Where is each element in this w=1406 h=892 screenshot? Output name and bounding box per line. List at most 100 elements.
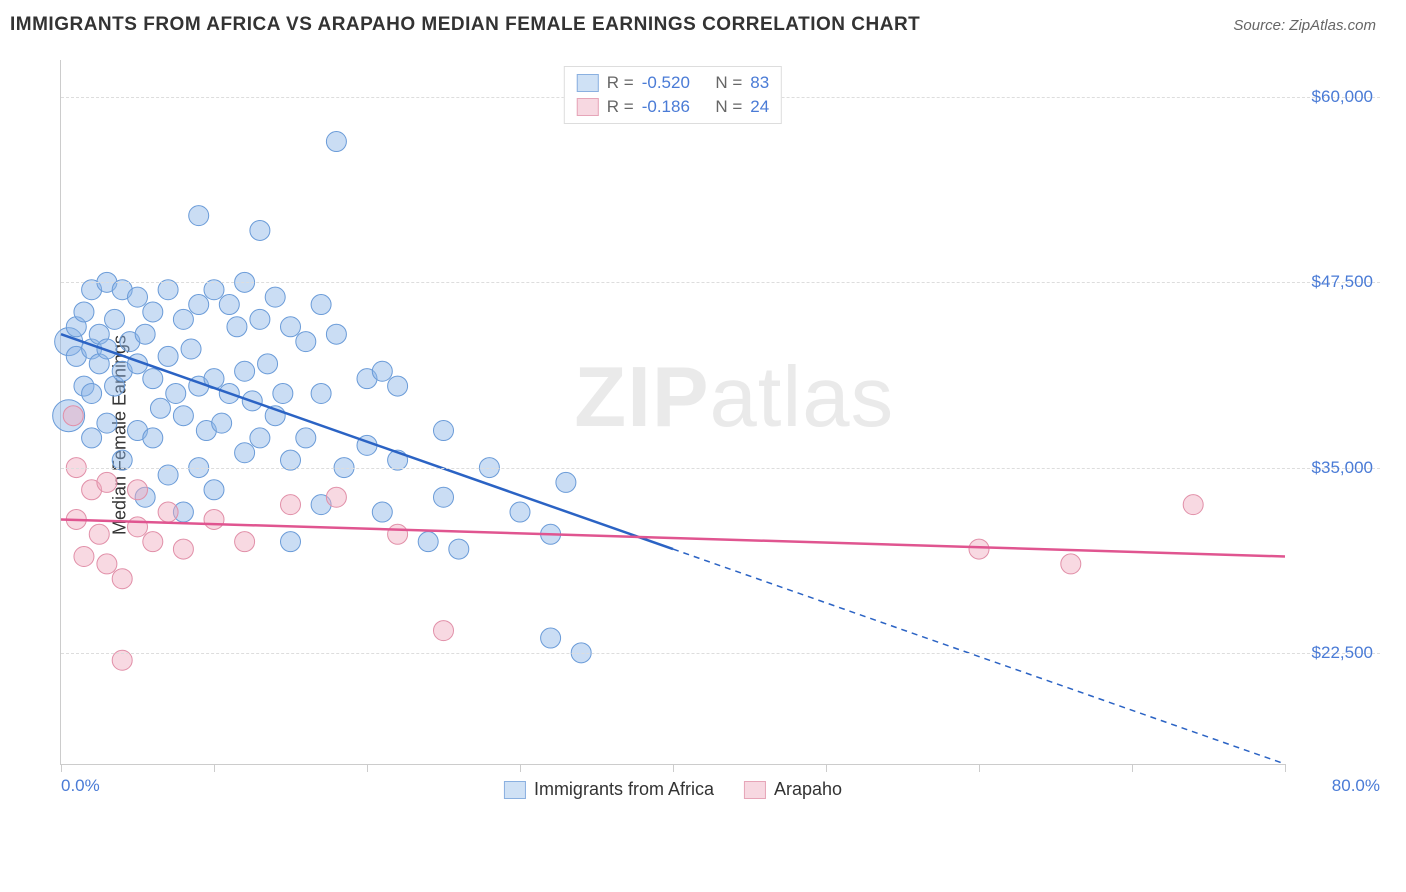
data-point	[166, 383, 186, 403]
data-point	[74, 302, 94, 322]
data-point	[250, 428, 270, 448]
data-point	[388, 376, 408, 396]
data-point	[181, 339, 201, 359]
legend-correlation: R = -0.520 N = 83R = -0.186 N = 24	[564, 66, 782, 124]
x-tick	[1132, 764, 1133, 772]
data-point	[128, 517, 148, 537]
data-point	[74, 547, 94, 567]
legend-swatch	[744, 781, 766, 799]
data-point	[541, 628, 561, 648]
data-point	[434, 621, 454, 641]
data-point	[326, 324, 346, 344]
legend-series: Immigrants from Africa Arapaho	[504, 779, 842, 800]
data-point	[189, 295, 209, 315]
x-tick	[214, 764, 215, 772]
data-point	[556, 472, 576, 492]
data-point	[173, 309, 193, 329]
data-point	[281, 495, 301, 515]
x-tick	[61, 764, 62, 772]
data-point	[388, 524, 408, 544]
plot-area: ZIPatlas R = -0.520 N = 83R = -0.186 N =…	[60, 60, 1285, 765]
data-point	[105, 309, 125, 329]
y-tick-label: $47,500	[1312, 272, 1373, 292]
legend-series-label: Arapaho	[774, 779, 842, 800]
x-tick	[673, 764, 674, 772]
y-tick-label: $60,000	[1312, 87, 1373, 107]
chart-header: IMMIGRANTS FROM AFRICA VS ARAPAHO MEDIAN…	[0, 0, 1406, 42]
x-max-label: 80.0%	[1332, 776, 1380, 796]
legend-stat-row: R = -0.520 N = 83	[577, 71, 769, 95]
data-point	[235, 443, 255, 463]
grid-line	[61, 653, 1380, 654]
data-point	[189, 206, 209, 226]
legend-series-item: Immigrants from Africa	[504, 779, 714, 800]
x-min-label: 0.0%	[61, 776, 100, 796]
data-point	[265, 287, 285, 307]
data-point	[281, 532, 301, 552]
data-point	[1183, 495, 1203, 515]
data-point	[326, 132, 346, 152]
legend-stat-row: R = -0.186 N = 24	[577, 95, 769, 119]
legend-series-label: Immigrants from Africa	[534, 779, 714, 800]
data-point	[150, 398, 170, 418]
data-point	[969, 539, 989, 559]
data-point	[158, 346, 178, 366]
x-tick	[1285, 764, 1286, 772]
legend-swatch	[577, 74, 599, 92]
data-point	[311, 383, 331, 403]
data-point	[143, 532, 163, 552]
data-point	[296, 428, 316, 448]
data-point	[63, 406, 83, 426]
data-point	[434, 421, 454, 441]
data-point	[143, 369, 163, 389]
trend-line-dashed	[673, 549, 1285, 764]
data-point	[112, 569, 132, 589]
data-point	[143, 302, 163, 322]
data-point	[510, 502, 530, 522]
x-tick	[367, 764, 368, 772]
data-point	[219, 295, 239, 315]
data-point	[204, 509, 224, 529]
data-point	[235, 361, 255, 381]
data-point	[273, 383, 293, 403]
data-point	[82, 428, 102, 448]
data-point	[372, 361, 392, 381]
x-tick	[520, 764, 521, 772]
data-point	[311, 295, 331, 315]
data-point	[128, 287, 148, 307]
data-point	[250, 220, 270, 240]
data-point	[82, 383, 102, 403]
data-point	[128, 480, 148, 500]
data-point	[173, 539, 193, 559]
data-point	[235, 532, 255, 552]
data-point	[227, 317, 247, 337]
data-point	[326, 487, 346, 507]
y-tick-label: $22,500	[1312, 643, 1373, 663]
x-tick	[979, 764, 980, 772]
chart-title: IMMIGRANTS FROM AFRICA VS ARAPAHO MEDIAN…	[10, 14, 920, 36]
data-point	[89, 524, 109, 544]
data-point	[250, 309, 270, 329]
data-point	[143, 428, 163, 448]
data-point	[449, 539, 469, 559]
data-point	[204, 480, 224, 500]
x-tick	[826, 764, 827, 772]
data-point	[418, 532, 438, 552]
data-point	[281, 317, 301, 337]
legend-swatch	[504, 781, 526, 799]
grid-line	[61, 282, 1380, 283]
data-point	[158, 502, 178, 522]
data-point	[173, 406, 193, 426]
data-point	[135, 324, 155, 344]
data-point	[1061, 554, 1081, 574]
data-point	[97, 413, 117, 433]
scatter-svg	[61, 60, 1285, 764]
legend-swatch	[577, 98, 599, 116]
source-attribution: Source: ZipAtlas.com	[1233, 17, 1376, 34]
data-point	[296, 332, 316, 352]
data-point	[212, 413, 232, 433]
data-point	[372, 502, 392, 522]
data-point	[97, 472, 117, 492]
data-point	[434, 487, 454, 507]
legend-series-item: Arapaho	[744, 779, 842, 800]
